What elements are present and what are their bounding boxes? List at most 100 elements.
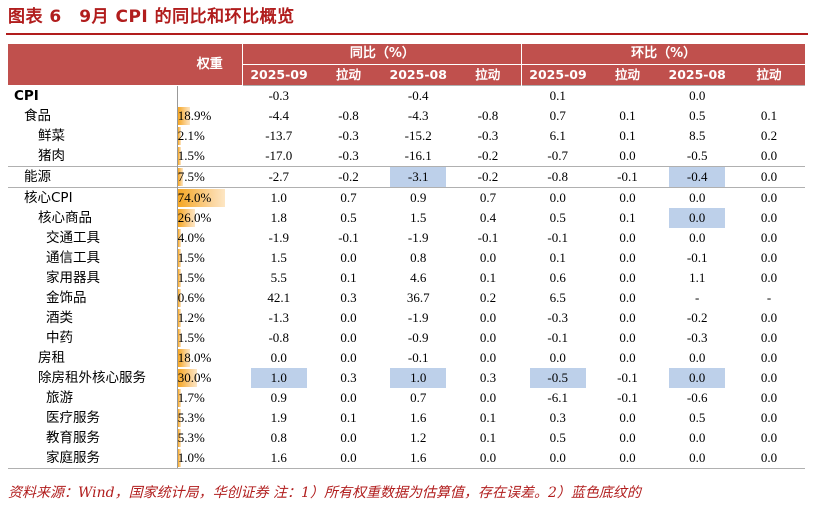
value-cell: 1.0 (243, 368, 315, 388)
weight-cell: 26.0% (176, 208, 243, 228)
weight-bar (178, 329, 181, 347)
value-cell: 0.5 (549, 210, 566, 225)
weight-value: 1.5% (177, 250, 205, 265)
value-cell: 0.3 (340, 370, 357, 385)
value-cell: 0.0 (760, 210, 778, 225)
weight-value: 26.0% (177, 210, 212, 225)
value-cell: 1.0 (382, 368, 454, 388)
value-cell: 0.0 (619, 310, 636, 325)
table-row: 教育服务 5.3% 0.8 0.0 1.2 0.1 0.5 0.0 0.0 0.0 (8, 428, 805, 448)
value-cell: -0.1 (338, 230, 359, 245)
value-cell: 0.0 (760, 230, 778, 245)
weight-bar (178, 209, 195, 227)
value-cell: 1.5 (410, 210, 427, 225)
value-cell: 0.3 (479, 370, 497, 385)
row-label: 除房租外核心服务 (38, 370, 146, 386)
value-cell: 0.1 (521, 85, 594, 106)
weight-cell: 5.3% (176, 408, 243, 428)
value-cell: 0.0 (661, 448, 734, 469)
value-cell: 1.8 (270, 210, 287, 225)
subheader-mom-pull-1: 拉动 (593, 64, 662, 86)
value-cell: -0.7 (547, 148, 569, 163)
value-cell: 0.8 (410, 250, 427, 265)
highlighted-value: -0.4 (669, 167, 726, 187)
value-cell: 42.1 (267, 290, 291, 305)
subheader-yoy-2025-09: 2025-09 (242, 64, 315, 86)
value-cell: 0.0 (760, 350, 778, 365)
weight-cell: 7.5% (176, 166, 243, 188)
weight-value: 18.0% (177, 350, 212, 365)
value-cell: 0.0 (479, 310, 497, 325)
subheader-mom-2025-08: 2025-08 (661, 64, 734, 86)
value-cell: 0.0 (661, 368, 733, 388)
value-cell: 0.0 (314, 448, 383, 469)
weight-cell: 18.0% (176, 348, 243, 368)
value-cell: 0.0 (619, 290, 636, 305)
value-cell: -0.1 (407, 350, 429, 365)
value-cell: 0.0 (661, 85, 734, 106)
value-cell: 0.0 (340, 330, 357, 345)
table-row: 医疗服务 5.3% 1.9 0.1 1.6 0.1 0.3 0.0 0.5 0.0 (8, 408, 805, 428)
value-cell: 0.0 (619, 148, 636, 163)
value-cell: -4.3 (407, 108, 429, 123)
table-row: 中药 1.5% -0.8 0.0 -0.9 0.0 -0.1 0.0 -0.3 0.0 (8, 328, 805, 348)
weight-bar (178, 429, 181, 447)
subheader-mom-2025-09: 2025-09 (521, 64, 594, 86)
value-cell: -0.1 (593, 166, 662, 188)
table-row: 旅游 1.7% 0.9 0.0 0.7 0.0 -6.1 -0.1 -0.6 0.0 (8, 388, 805, 408)
weight-value: 1.5% (177, 270, 205, 285)
value-cell: 1.6 (410, 410, 427, 425)
weight-cell: 4.0% (176, 228, 243, 248)
table-row: 能源 7.5% -2.7 -0.2 -3.1 -0.2 -0.8 -0.1 -0.4 0.0 (8, 166, 805, 188)
weight-value: 5.3% (177, 430, 205, 445)
value-cell: 0.1 (340, 410, 357, 425)
row-label: 核心商品 (38, 210, 92, 226)
value-cell: -0.1 (617, 370, 638, 385)
row-label: 旅游 (46, 390, 73, 406)
value-cell: -0.2 (477, 148, 499, 163)
value-cell: 0.0 (619, 430, 636, 445)
weight-cell: 18.9% (176, 106, 243, 126)
value-cell: -1.9 (268, 230, 290, 245)
value-cell (593, 85, 662, 106)
cpi-overview-table: 权重 同比（%） 环比（%） 2025-09 拉动 2025-08 拉动 202… (8, 44, 805, 469)
title-divider (6, 33, 808, 35)
value-cell: 0.7 (410, 390, 427, 405)
value-cell: 0.1 (479, 410, 497, 425)
row-label: CPI (8, 85, 178, 106)
value-cell: 0.4 (479, 210, 497, 225)
value-cell: -0.6 (686, 390, 708, 405)
highlighted-value: 1.0 (250, 368, 307, 388)
value-cell: -0.1 (547, 330, 569, 345)
value-cell: 0.0 (549, 350, 566, 365)
value-cell: 0.0 (733, 187, 805, 208)
value-cell: -0.1 (547, 230, 569, 245)
value-cell: 0.0 (479, 390, 497, 405)
value-cell: 1.5 (270, 250, 287, 265)
weight-value: 1.7% (177, 390, 205, 405)
value-cell: 0.0 (760, 310, 778, 325)
weight-value: 1.0% (177, 450, 205, 465)
weight-value: 30.0% (177, 370, 212, 385)
value-cell: 0.9 (382, 187, 455, 208)
value-cell: 0.0 (760, 410, 778, 425)
value-cell: 0.0 (479, 350, 497, 365)
weight-bar (178, 389, 181, 407)
value-cell: 0.0 (454, 448, 522, 469)
table-row: 酒类 1.2% -1.3 0.0 -1.9 0.0 -0.3 0.0 -0.2 0.0 (8, 308, 805, 328)
value-cell: 0.0 (760, 370, 778, 385)
weight-cell: 1.5% (176, 268, 243, 288)
value-cell: 0.2 (479, 290, 497, 305)
value-cell: 0.0 (760, 390, 778, 405)
value-cell: -2.7 (242, 166, 315, 188)
table-row: 核心CPI 74.0% 1.0 0.7 0.9 0.7 0.0 0.0 0.0 0.0 (8, 187, 805, 208)
value-cell: 36.7 (406, 290, 430, 305)
row-label: 家用器具 (46, 270, 100, 286)
value-cell: 0.8 (270, 430, 287, 445)
weight-bar (178, 409, 181, 427)
value-cell: 0.0 (593, 448, 662, 469)
row-label: 医疗服务 (46, 410, 100, 426)
weight-cell: 30.0% (176, 368, 243, 388)
header-name-blank (8, 44, 178, 86)
weight-bar (178, 107, 190, 125)
